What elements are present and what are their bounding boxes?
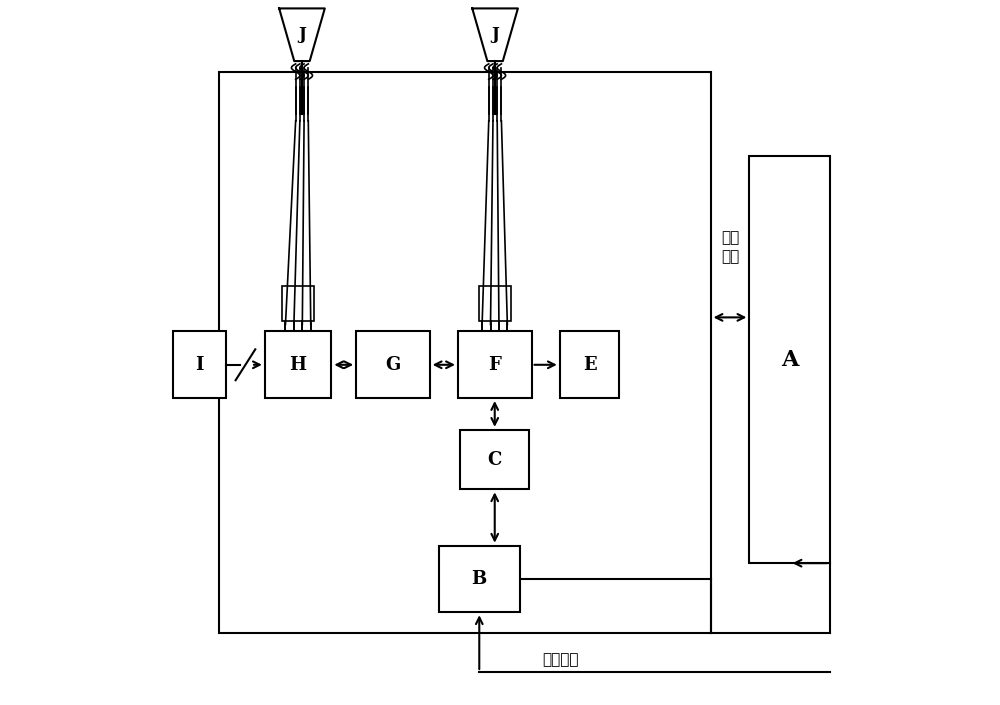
Text: 有线传输: 有线传输 bbox=[542, 652, 578, 667]
Bar bbox=[479, 286, 511, 321]
Bar bbox=[460, 430, 529, 489]
Bar bbox=[439, 546, 520, 613]
Bar bbox=[173, 331, 226, 398]
Bar bbox=[458, 331, 532, 398]
Text: E: E bbox=[583, 356, 596, 374]
Bar bbox=[265, 331, 331, 398]
Bar bbox=[749, 156, 830, 563]
Text: J: J bbox=[491, 26, 499, 43]
Text: B: B bbox=[472, 570, 487, 588]
Text: 无线
传输: 无线 传输 bbox=[721, 230, 739, 264]
Bar bbox=[219, 72, 711, 633]
Text: A: A bbox=[781, 348, 798, 371]
Text: F: F bbox=[488, 356, 501, 374]
Bar bbox=[356, 331, 430, 398]
Text: I: I bbox=[196, 356, 204, 374]
Bar bbox=[560, 331, 619, 398]
Text: G: G bbox=[385, 356, 401, 374]
Text: C: C bbox=[488, 450, 502, 469]
Bar bbox=[282, 286, 314, 321]
Text: J: J bbox=[298, 26, 306, 43]
Text: H: H bbox=[290, 356, 307, 374]
